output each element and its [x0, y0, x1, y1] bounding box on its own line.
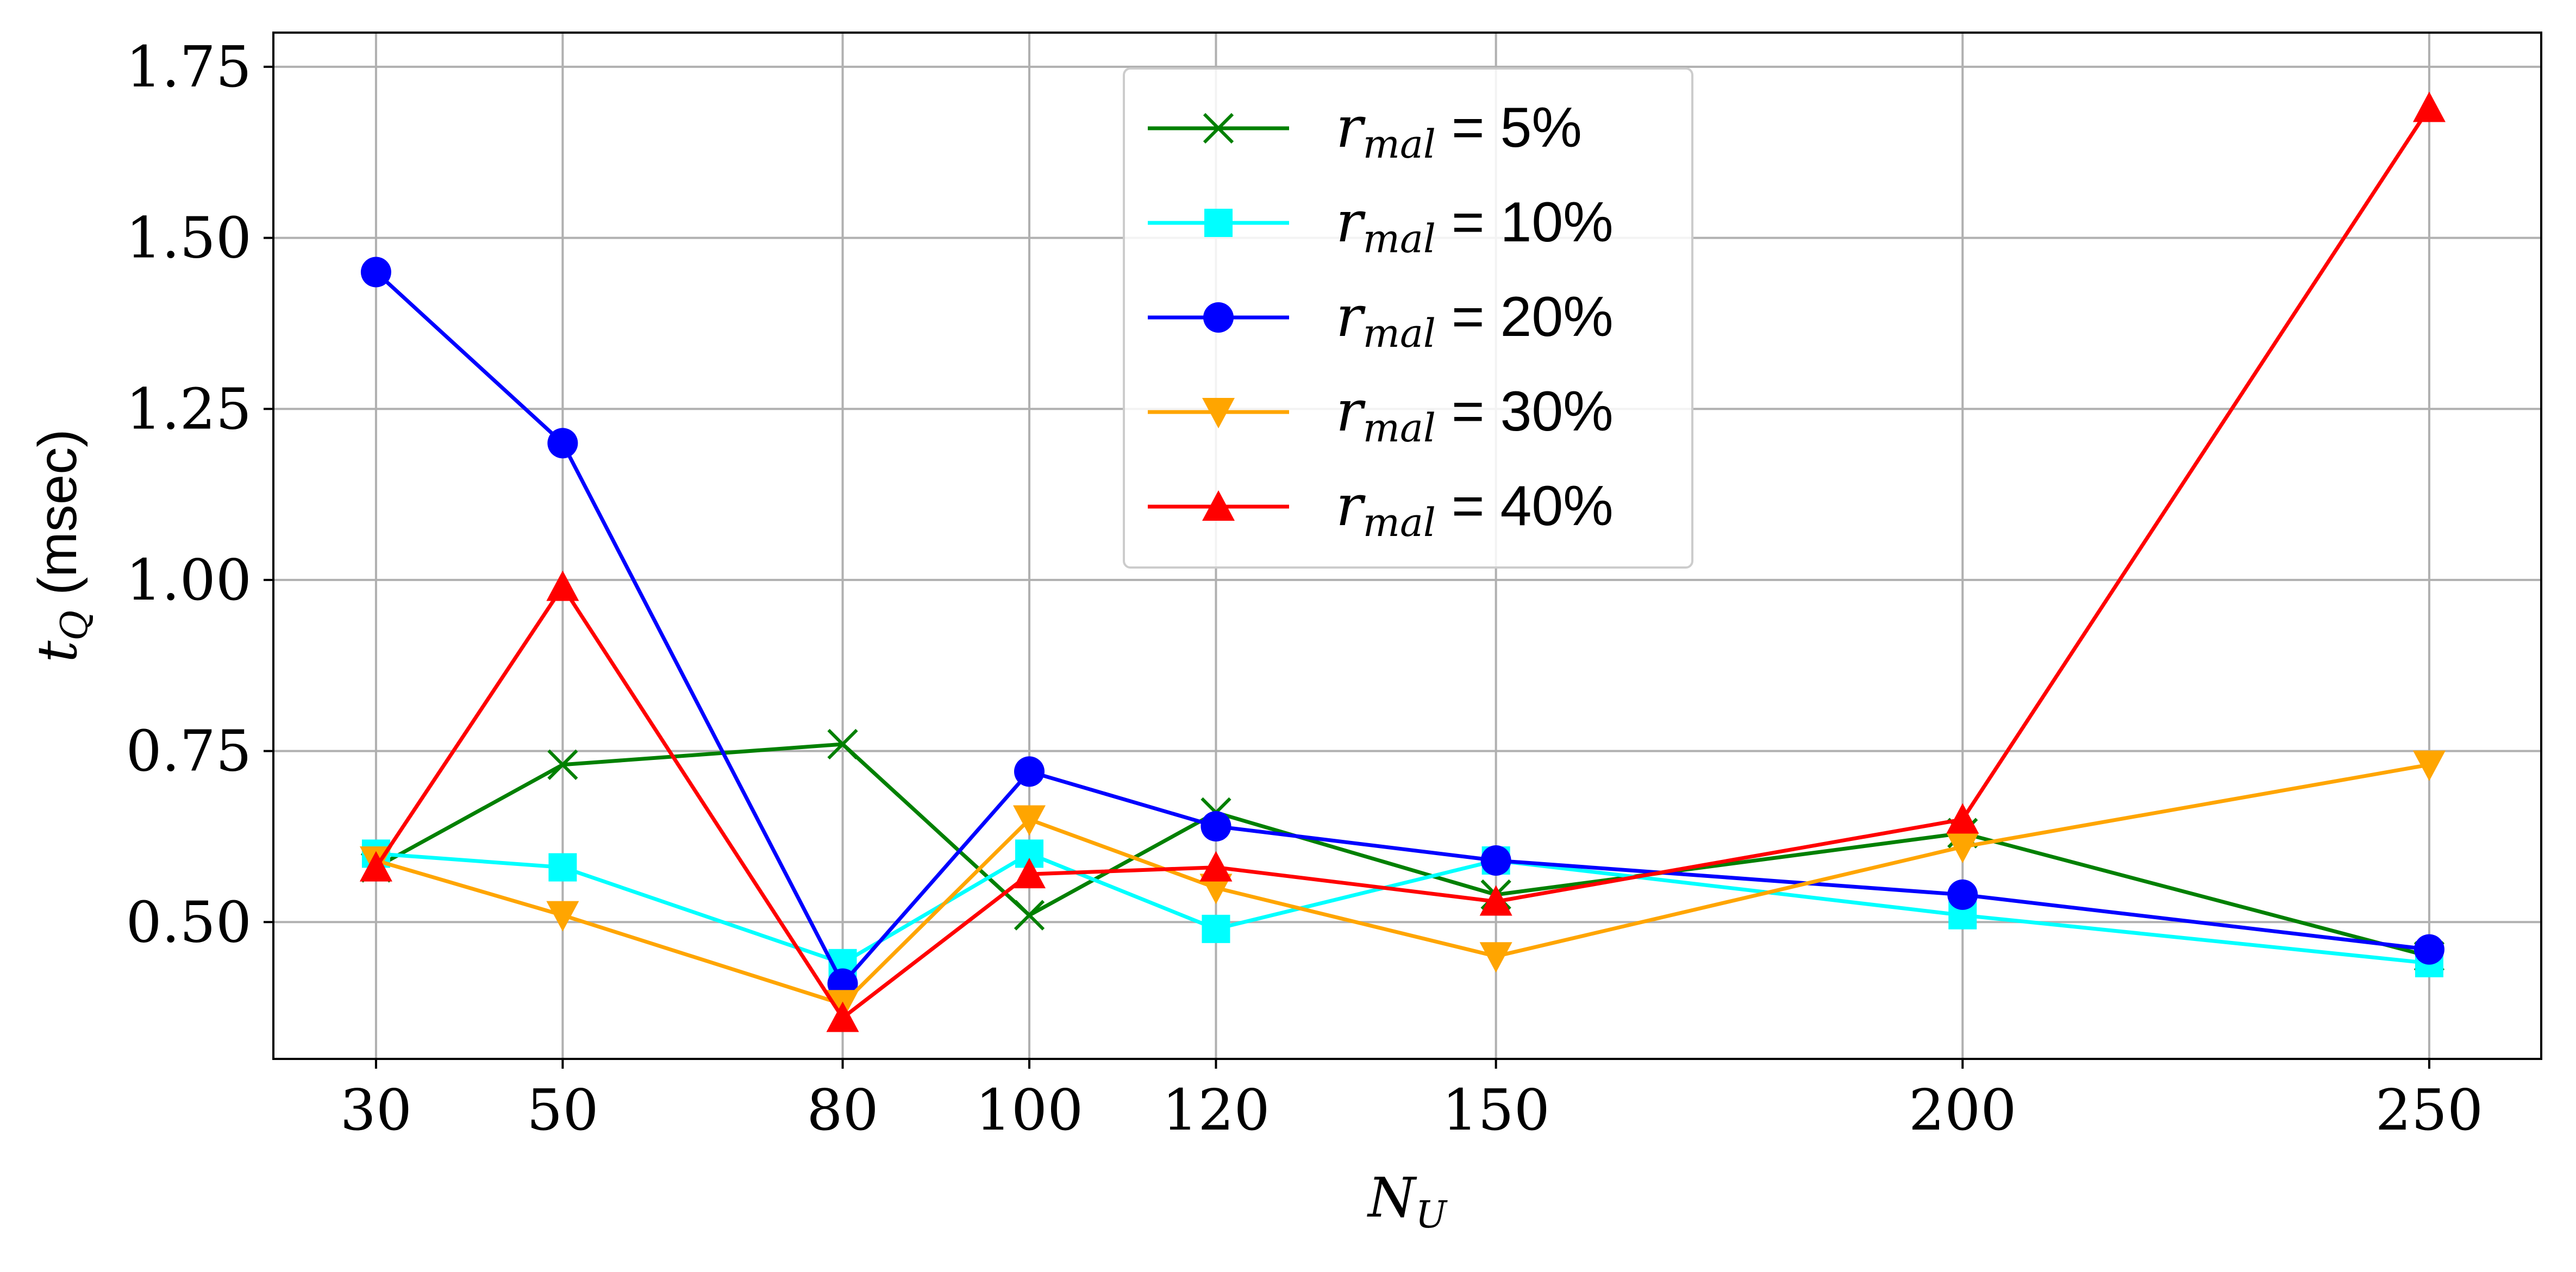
legend-marker — [1203, 113, 1234, 144]
data-point — [1479, 942, 1512, 973]
y-tick-label: 1.50 — [126, 205, 252, 271]
x-tick-label: 250 — [2375, 1077, 2484, 1143]
legend-label: rmal = 30% — [1336, 378, 1614, 451]
legend-entry: rmal = 40% — [1148, 472, 1614, 545]
x-tick-label: 120 — [1162, 1077, 1270, 1143]
data-point — [359, 851, 392, 882]
legend-marker — [1203, 302, 1234, 333]
data-point — [1013, 858, 1046, 889]
legend-label: rmal = 10% — [1336, 189, 1614, 261]
x-tick-label: 200 — [1909, 1077, 2017, 1143]
data-point — [1201, 811, 1231, 842]
series-line — [376, 851, 2430, 965]
x-tick-label: 100 — [976, 1077, 1084, 1143]
legend-marker — [1204, 209, 1233, 237]
y-tick-label: 1.25 — [126, 376, 252, 442]
data-point — [2412, 750, 2446, 781]
x-tick-label: 80 — [806, 1077, 878, 1143]
legend-label: rmal = 20% — [1336, 283, 1614, 356]
y-axis-label-suffix: (msec) — [27, 429, 88, 610]
y-tick-label: 1.75 — [126, 34, 252, 100]
x-axis-label-sub: U — [1416, 1194, 1448, 1237]
legend-marker — [1202, 398, 1235, 428]
legend-label: rmal = 5% — [1336, 94, 1582, 167]
data-point — [1013, 805, 1046, 836]
y-tick-label: 0.75 — [126, 718, 252, 784]
data-point — [360, 257, 391, 288]
legend-box — [1123, 67, 1693, 569]
legend-items: rmal = 5% rmal = 10% rmal = 20% rmal = 30% r… — [1148, 94, 1614, 545]
data-point — [547, 749, 578, 780]
data-point — [826, 1001, 859, 1032]
data-point — [1946, 832, 1979, 863]
legend-entry: rmal = 30% — [1148, 378, 1614, 451]
data-point — [547, 428, 578, 459]
x-tick-label: 50 — [527, 1077, 598, 1143]
y-tick-label: 0.50 — [126, 889, 252, 955]
data-point — [1014, 900, 1045, 931]
data-point — [546, 901, 579, 932]
series-4 — [359, 750, 2446, 1021]
data-point — [546, 570, 579, 601]
x-tick-label: 30 — [340, 1077, 412, 1143]
data-point — [2412, 91, 2446, 122]
series-3 — [360, 257, 2444, 999]
series-line — [374, 270, 2430, 986]
data-point — [1947, 879, 1978, 910]
series-line — [375, 763, 2430, 1006]
legend-entry: rmal = 20% — [1148, 283, 1614, 356]
series-5 — [359, 91, 2446, 1032]
data-point — [1480, 845, 1511, 876]
plot-frame — [272, 32, 2542, 1060]
legend-entry: rmal = 10% — [1148, 189, 1614, 261]
x-axis-label: NU — [1367, 1166, 1448, 1237]
series-line — [374, 107, 2431, 1020]
data-point — [1479, 885, 1512, 916]
legend-entry: rmal = 5% — [1148, 94, 1582, 167]
data-point — [548, 853, 577, 882]
data-point — [2414, 934, 2444, 965]
x-tick-label: 150 — [1442, 1077, 1550, 1143]
y-axis-label-sub: Q — [53, 610, 96, 641]
series-layer — [359, 91, 2446, 1032]
axes — [272, 32, 2542, 1060]
y-ticks: 0.50 0.75 1.00 1.25 1.50 1.75 — [126, 34, 273, 955]
series-2 — [361, 839, 2443, 977]
x-ticks: 30 50 80 100 120 150 200 250 — [340, 1059, 2483, 1143]
series-line — [375, 742, 2430, 958]
y-axis-label-base: t — [26, 640, 89, 663]
data-point — [1946, 803, 1979, 834]
data-point — [1202, 914, 1230, 943]
data-point — [1014, 756, 1045, 787]
data-point — [1199, 851, 1233, 882]
y-axis-label: tQ (msec) — [26, 429, 96, 662]
x-axis-label-base: N — [1367, 1166, 1417, 1230]
legend-label: rmal = 40% — [1336, 472, 1614, 545]
legend: rmal = 5% rmal = 10% rmal = 20% rmal = 30% r… — [1123, 67, 1693, 569]
data-point — [827, 728, 858, 760]
y-tick-label: 1.00 — [126, 547, 252, 613]
legend-marker — [1202, 490, 1235, 521]
